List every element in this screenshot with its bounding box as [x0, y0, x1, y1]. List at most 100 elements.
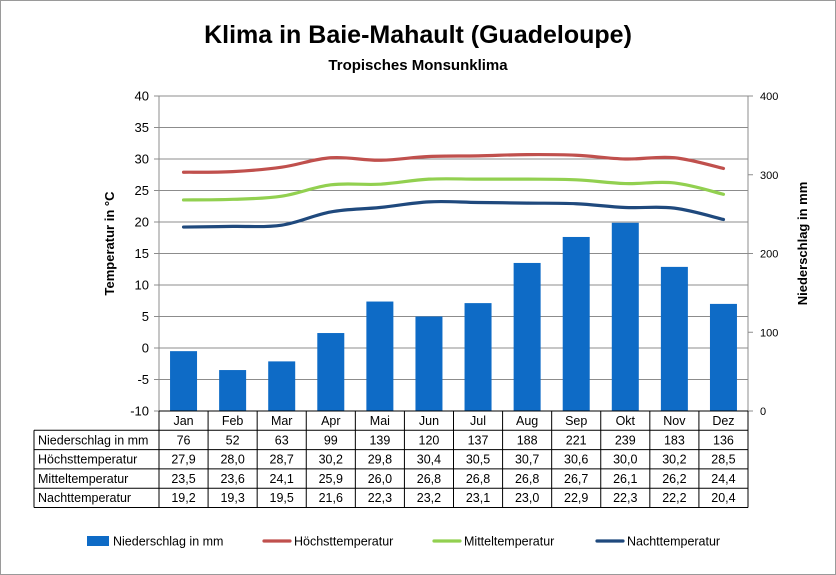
- table-cell: 19,3: [220, 491, 244, 505]
- table-cell: 120: [419, 433, 440, 447]
- bar-niederschlag: [513, 262, 541, 411]
- line-h-chsttemperatur: [181, 152, 726, 174]
- chart-subtitle: Tropisches Monsunklima: [328, 57, 508, 74]
- legend-label: Höchsttemperatur: [294, 535, 393, 549]
- bar-niederschlag: [317, 333, 345, 411]
- bar-niederschlag: [709, 303, 737, 411]
- y-tick-label-right: 300: [760, 170, 778, 182]
- x-tick-label: Jun: [419, 414, 439, 428]
- line-nachttemperatur: [181, 199, 726, 229]
- y-axis-title-left: Temperatur in °C: [102, 191, 117, 296]
- bar-niederschlag: [366, 301, 394, 411]
- bar-niederschlag: [611, 222, 639, 411]
- table-cell: 24,1: [270, 472, 294, 486]
- x-tick-label: Mai: [370, 414, 390, 428]
- y-tick-label-left: 40: [135, 89, 149, 104]
- table-cell: 23,1: [466, 491, 490, 505]
- table-cell: 22,2: [662, 491, 686, 505]
- x-tick-label: Sep: [565, 414, 587, 428]
- table-cell: 28,5: [711, 453, 735, 467]
- bar-niederschlag: [464, 303, 492, 411]
- y-axis-title-right: Niederschlag in mm: [795, 182, 810, 306]
- table-cell: 22,3: [613, 491, 637, 505]
- table-cell: 221: [566, 433, 587, 447]
- table-cell: 29,8: [368, 453, 392, 467]
- table-row-label: Nachttemperatur: [38, 491, 131, 505]
- table-cell: 52: [226, 433, 240, 447]
- table-cell: 26,2: [662, 472, 686, 486]
- table-cell: 239: [615, 433, 636, 447]
- y-tick-label-left: 35: [135, 120, 149, 135]
- legend-label: Mitteltemperatur: [464, 535, 554, 549]
- table-cell: 183: [664, 433, 685, 447]
- table-row-label: Mitteltemperatur: [38, 472, 128, 486]
- table-row-label: Höchsttemperatur: [38, 453, 137, 467]
- table-cell: 26,1: [613, 472, 637, 486]
- legend-swatch-niederschlag: [87, 536, 109, 546]
- bar-niederschlag: [660, 266, 688, 411]
- chart-title: Klima in Baie-Mahault (Guadeloupe): [204, 21, 632, 49]
- x-tick-label: Mar: [271, 414, 293, 428]
- y-tick-label-left: 15: [135, 246, 149, 261]
- y-tick-label-left: -5: [137, 372, 149, 387]
- y-tick-label-left: 5: [142, 309, 149, 324]
- table-cell: 137: [468, 433, 489, 447]
- table-cell: 30,2: [319, 453, 343, 467]
- legend-label: Nachttemperatur: [627, 535, 720, 549]
- table-cell: 99: [324, 433, 338, 447]
- y-tick-label-left: 25: [135, 183, 149, 198]
- table-cell: 30,2: [662, 453, 686, 467]
- y-tick-label-left: 10: [135, 278, 149, 293]
- table-cell: 21,6: [319, 491, 343, 505]
- table-cell: 30,0: [613, 453, 637, 467]
- table-cell: 23,5: [171, 472, 195, 486]
- table-cell: 27,9: [171, 453, 195, 467]
- x-tick-label: Nov: [663, 414, 686, 428]
- table-cell: 139: [369, 433, 390, 447]
- table-cell: 20,4: [711, 491, 735, 505]
- table-cell: 26,7: [564, 472, 588, 486]
- x-tick-label: Jul: [470, 414, 486, 428]
- y-tick-label-left: -10: [130, 404, 149, 419]
- bar-niederschlag: [268, 361, 296, 411]
- legend-label: Niederschlag in mm: [113, 535, 223, 549]
- line-mitteltemperatur: [181, 177, 726, 202]
- bar-niederschlag: [219, 370, 247, 411]
- y-tick-label-right: 0: [760, 406, 766, 418]
- y-tick-label-right: 400: [760, 91, 778, 103]
- table-cell: 22,3: [368, 491, 392, 505]
- x-tick-label: Aug: [516, 414, 538, 428]
- table-cell: 188: [517, 433, 538, 447]
- table-cell: 25,9: [319, 472, 343, 486]
- table-cell: 26,8: [417, 472, 441, 486]
- table-cell: 23,2: [417, 491, 441, 505]
- x-tick-label: Jan: [173, 414, 193, 428]
- y-tick-label-left: 20: [135, 215, 149, 230]
- bar-niederschlag: [170, 351, 198, 411]
- table-cell: 24,4: [711, 472, 735, 486]
- y-tick-label-left: 0: [142, 341, 149, 356]
- table-cell: 26,8: [515, 472, 539, 486]
- table-cell: 19,5: [270, 491, 294, 505]
- table-cell: 30,6: [564, 453, 588, 467]
- x-tick-label: Feb: [222, 414, 244, 428]
- table-cell: 22,9: [564, 491, 588, 505]
- bar-niederschlag: [562, 236, 590, 411]
- table-cell: 23,0: [515, 491, 539, 505]
- table-row-label: Niederschlag in mm: [38, 433, 148, 447]
- table-cell: 26,0: [368, 472, 392, 486]
- x-tick-label: Apr: [321, 414, 340, 428]
- table-cell: 30,5: [466, 453, 490, 467]
- table-cell: 28,7: [270, 453, 294, 467]
- y-tick-label-right: 100: [760, 327, 778, 339]
- y-tick-label-left: 30: [135, 152, 149, 167]
- table-cell: 26,8: [466, 472, 490, 486]
- table-cell: 30,7: [515, 453, 539, 467]
- table-cell: 63: [275, 433, 289, 447]
- table-cell: 28,0: [220, 453, 244, 467]
- bar-niederschlag: [415, 316, 443, 411]
- table-cell: 19,2: [171, 491, 195, 505]
- table-cell: 30,4: [417, 453, 441, 467]
